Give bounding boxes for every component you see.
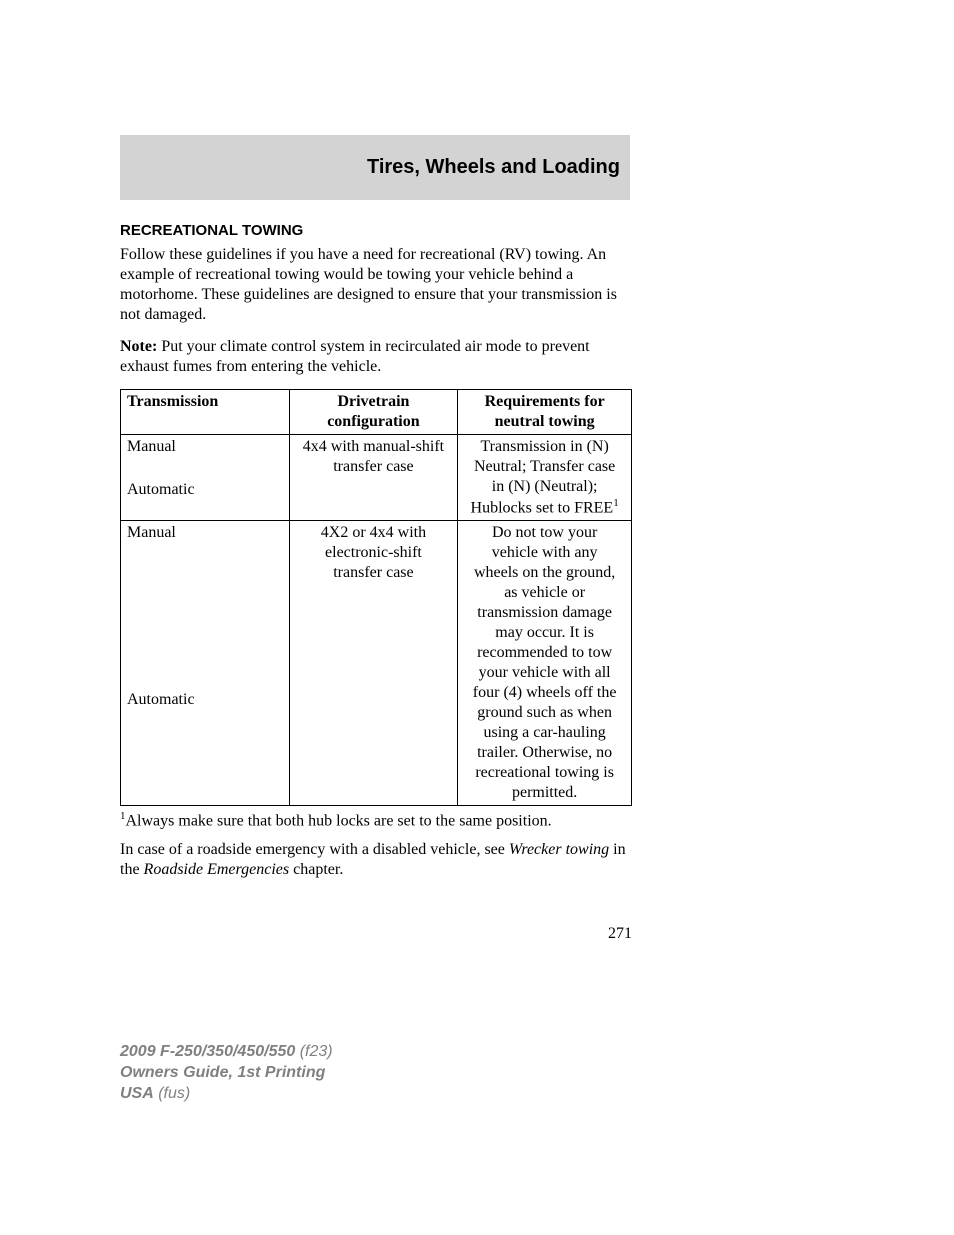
cell-requirements-2: Do not tow your vehicle with any wheels … — [458, 521, 632, 806]
page-number: 271 — [608, 925, 632, 943]
footer: 2009 F-250/350/450/550 (f23) Owners Guid… — [120, 1042, 333, 1104]
table-row: Manual 4X2 or 4x4 with electronic-shift … — [121, 521, 632, 560]
cell-automatic-1: Automatic — [121, 478, 290, 521]
cell-manual-1: Manual — [121, 435, 290, 478]
cell-drivetrain-2: 4X2 or 4x4 with electronic-shift transfe… — [289, 521, 458, 806]
table-row: Manual 4x4 with manual-shift transfer ca… — [121, 435, 632, 478]
footnote: 1Always make sure that both hub locks ar… — [120, 810, 632, 831]
note-paragraph: Note: Put your climate control system in… — [120, 337, 632, 377]
cell-automatic-2: Automatic — [121, 560, 290, 806]
footer-line-1: 2009 F-250/350/450/550 (f23) — [120, 1042, 333, 1063]
header-requirements: Requirements for neutral towing — [458, 390, 632, 435]
after-table-text: In case of a roadside emergency with a d… — [120, 840, 632, 880]
footer-line-2: Owners Guide, 1st Printing — [120, 1063, 333, 1084]
section-heading: RECREATIONAL TOWING — [120, 222, 632, 239]
note-text: Put your climate control system in recir… — [120, 338, 590, 375]
header-bar: Tires, Wheels and Loading — [120, 135, 630, 200]
cell-requirements-1: Transmission in (N) Neutral; Transfer ca… — [458, 435, 632, 521]
header-title: Tires, Wheels and Loading — [367, 156, 620, 179]
footer-line-3: USA (fus) — [120, 1084, 333, 1105]
footnote-text: Always make sure that both hub locks are… — [126, 813, 552, 830]
cell-drivetrain-1: 4x4 with manual-shift transfer case — [289, 435, 458, 521]
note-label: Note: — [120, 338, 157, 355]
intro-paragraph: Follow these guidelines if you have a ne… — [120, 245, 632, 325]
header-transmission: Transmission — [121, 390, 290, 435]
table-header-row: Transmission Drivetrain configuration Re… — [121, 390, 632, 435]
header-drivetrain: Drivetrain configuration — [289, 390, 458, 435]
towing-table: Transmission Drivetrain configuration Re… — [120, 389, 632, 806]
cell-manual-2: Manual — [121, 521, 290, 560]
content-area: RECREATIONAL TOWING Follow these guideli… — [120, 222, 632, 880]
